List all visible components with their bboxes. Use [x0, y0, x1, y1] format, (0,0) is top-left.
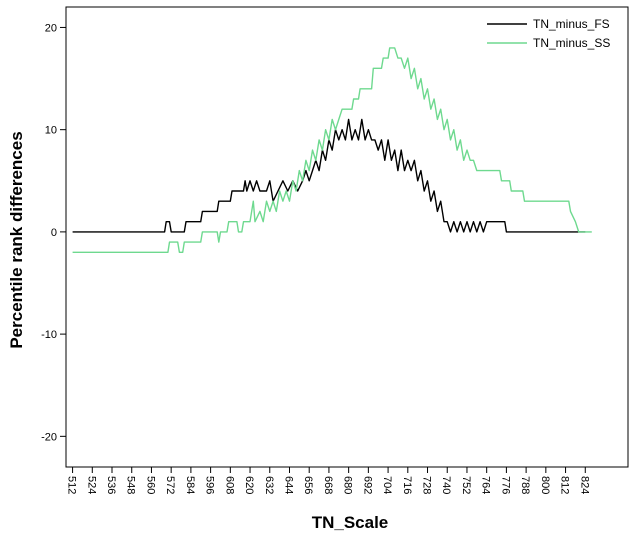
series-line-2 [72, 47, 592, 253]
y-tick-label: 20 [45, 22, 57, 34]
y-tick-label: -10 [41, 329, 57, 341]
x-tick-label: 596 [204, 476, 216, 494]
series-lines [72, 47, 592, 253]
x-tick-label: 728 [421, 476, 433, 494]
y-axis-ticks: -20 -10 0 10 20 [41, 22, 66, 443]
x-tick-label: 680 [342, 476, 354, 494]
x-tick-label: 764 [480, 476, 492, 494]
x-tick-label: 704 [381, 476, 393, 494]
legend-label: TN_minus_SS [533, 36, 610, 50]
x-axis-title: TN_Scale [312, 513, 389, 532]
legend-label: TN_minus_FS [533, 17, 610, 31]
x-tick-label: 608 [223, 476, 235, 494]
legend: TN_minus_FS TN_minus_SS [487, 17, 610, 50]
y-tick-label: 0 [51, 227, 57, 239]
x-tick-label: 512 [66, 476, 78, 494]
x-tick-label: 524 [85, 476, 97, 494]
x-tick-label: 716 [401, 476, 413, 494]
x-tick-label: 752 [460, 476, 472, 494]
plot-frame [65, 6, 629, 468]
x-tick-label: 824 [578, 476, 590, 494]
y-axis-title: Percentile rank differences [7, 131, 26, 348]
x-tick-label: 584 [184, 476, 196, 494]
y-tick-label: -20 [41, 431, 57, 443]
x-tick-label: 620 [243, 476, 255, 494]
x-tick-label: 572 [164, 476, 176, 494]
series-line-1 [72, 118, 586, 233]
x-tick-label: 632 [263, 476, 275, 494]
x-tick-label: 560 [144, 476, 156, 494]
x-tick-label: 548 [125, 476, 137, 494]
x-tick-label: 656 [302, 476, 314, 494]
x-tick-label: 812 [559, 476, 571, 494]
x-tick-label: 776 [499, 476, 511, 494]
x-tick-label: 536 [105, 476, 117, 494]
x-tick-label: 668 [322, 476, 334, 494]
x-axis-ticks: 512 524 536 548 560 572 584 596 608 620 632 644 656 6… [66, 467, 590, 494]
x-tick-label: 692 [361, 476, 373, 494]
y-tick-label: 10 [45, 125, 57, 137]
x-tick-label: 800 [539, 476, 551, 494]
x-tick-label: 740 [440, 476, 452, 494]
x-tick-label: 788 [519, 476, 531, 494]
x-tick-label: 644 [282, 476, 294, 494]
